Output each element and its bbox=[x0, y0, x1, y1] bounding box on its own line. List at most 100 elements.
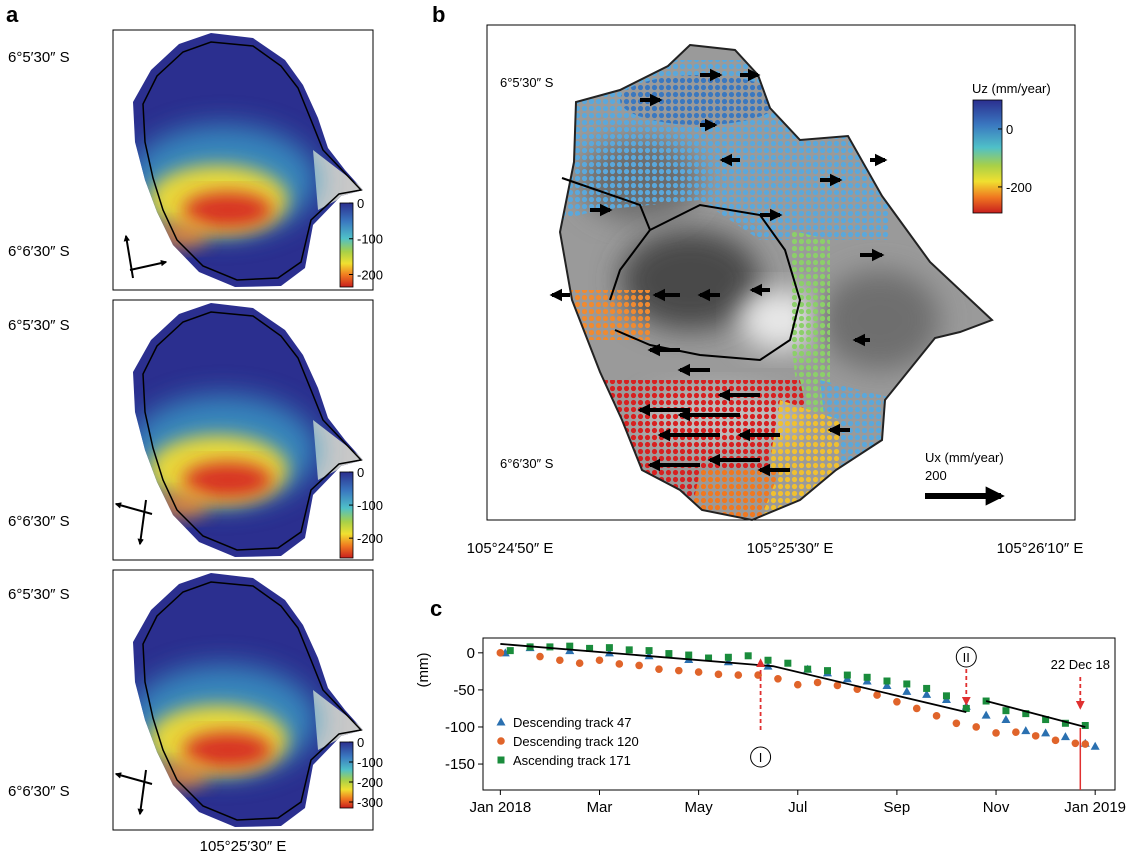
y-tick-label: -100 bbox=[445, 719, 475, 736]
panel-label: a bbox=[6, 2, 19, 27]
panel-b: b 6°5′30″ S 6°6′30″ S 105°24′50″ E 105°2… bbox=[432, 2, 1083, 557]
point bbox=[972, 723, 981, 731]
lat-label: 6°6′30″ S bbox=[8, 513, 70, 530]
model-line bbox=[500, 643, 967, 714]
lat-label: 6°5′30″ S bbox=[500, 75, 554, 90]
lon-label: 105°24′50″ E bbox=[467, 540, 554, 557]
point bbox=[595, 656, 604, 665]
point bbox=[882, 680, 892, 689]
point bbox=[645, 647, 653, 655]
colorbar-title: Uz (mm/year) bbox=[972, 81, 1051, 96]
look-direction bbox=[114, 234, 168, 816]
panel-label: b bbox=[432, 2, 445, 27]
event-label: I bbox=[759, 750, 763, 765]
lat-label: 6°6′30″ S bbox=[8, 243, 70, 260]
point bbox=[1042, 716, 1050, 724]
x-tick-label: Jul bbox=[788, 799, 807, 816]
point bbox=[922, 689, 932, 698]
y-tick-label: -150 bbox=[445, 756, 475, 773]
point bbox=[932, 712, 941, 720]
lat-label: 6°6′30″ S bbox=[500, 456, 554, 471]
point bbox=[506, 647, 514, 655]
ux-arrows bbox=[549, 68, 888, 477]
legend-marker bbox=[497, 756, 505, 764]
legend-label: Descending track 47 bbox=[513, 715, 632, 730]
point bbox=[1021, 726, 1031, 735]
point bbox=[1071, 739, 1080, 748]
colorbar-tick-label: -100 bbox=[357, 232, 383, 247]
lon-label: 105°25′30″ E bbox=[747, 540, 834, 557]
point bbox=[1041, 728, 1051, 737]
point bbox=[1060, 732, 1070, 741]
point bbox=[1031, 732, 1040, 740]
point bbox=[1081, 721, 1089, 729]
lat-label: 6°6′30″ S bbox=[8, 783, 70, 800]
x-tick-label: Jan 2019 bbox=[1064, 799, 1126, 816]
lat-label: 6°5′30″ S bbox=[8, 49, 70, 66]
x-tick-label: Nov bbox=[983, 799, 1010, 816]
point bbox=[655, 665, 663, 673]
colorbar-tick-label: -100 bbox=[357, 755, 383, 770]
point bbox=[903, 680, 911, 688]
point bbox=[674, 666, 683, 675]
point bbox=[496, 649, 505, 657]
colorbar-tick-label: 0 bbox=[357, 735, 364, 750]
point bbox=[804, 665, 812, 673]
event-circle bbox=[750, 746, 772, 768]
lat-label: 6°5′30″ S bbox=[8, 586, 70, 603]
plot-frame bbox=[482, 637, 1116, 791]
point bbox=[1002, 707, 1010, 715]
point bbox=[784, 659, 792, 667]
panel-a: a 6°5′30″ S 6°6′30″ S 6°5′30″ S 6°6′30″ … bbox=[6, 2, 373, 855]
point bbox=[824, 667, 832, 675]
point bbox=[1051, 736, 1060, 745]
point bbox=[883, 677, 891, 685]
point bbox=[893, 697, 901, 706]
event-label: II bbox=[963, 650, 970, 665]
point bbox=[962, 704, 970, 712]
point bbox=[774, 674, 782, 683]
point bbox=[625, 646, 633, 654]
colorbar bbox=[972, 99, 1003, 214]
x-tick-label: Sep bbox=[884, 799, 911, 816]
point bbox=[546, 643, 554, 651]
x-tick-label: Mar bbox=[587, 799, 613, 816]
point bbox=[863, 673, 871, 681]
point bbox=[1081, 740, 1090, 748]
panel-c: c (mm) bbox=[415, 596, 1116, 791]
colorbar-tick-label: 0 bbox=[1006, 122, 1013, 137]
point bbox=[575, 659, 584, 668]
point bbox=[764, 656, 772, 664]
point bbox=[793, 680, 802, 689]
point bbox=[981, 710, 991, 719]
point bbox=[1061, 719, 1069, 727]
point bbox=[566, 642, 574, 650]
colorbar-tick-label: -300 bbox=[357, 795, 383, 810]
legend-label: Ascending track 171 bbox=[513, 753, 631, 768]
point bbox=[942, 692, 950, 700]
point bbox=[873, 691, 881, 699]
point bbox=[635, 661, 643, 670]
point bbox=[923, 684, 931, 692]
lon-label: 105°26′10″ E bbox=[997, 540, 1084, 557]
point bbox=[665, 650, 673, 658]
point bbox=[734, 671, 743, 679]
point bbox=[1022, 710, 1030, 718]
point bbox=[813, 678, 822, 687]
point bbox=[1090, 741, 1100, 750]
model-line bbox=[985, 700, 1086, 728]
y-axis-label: (mm) bbox=[415, 653, 432, 688]
point bbox=[744, 652, 752, 660]
event-circle bbox=[955, 646, 977, 668]
point bbox=[694, 668, 703, 676]
colorbar-tick-label: 0 bbox=[357, 465, 364, 480]
scale-arrow-value: 200 bbox=[925, 468, 947, 483]
legend-marker bbox=[497, 737, 505, 745]
point bbox=[952, 719, 961, 728]
point bbox=[714, 670, 723, 679]
legend-label: Descending track 120 bbox=[513, 734, 639, 749]
point bbox=[556, 656, 564, 665]
x-tick-label: Jan 2018 bbox=[469, 799, 531, 816]
panel-label: c bbox=[430, 596, 442, 621]
